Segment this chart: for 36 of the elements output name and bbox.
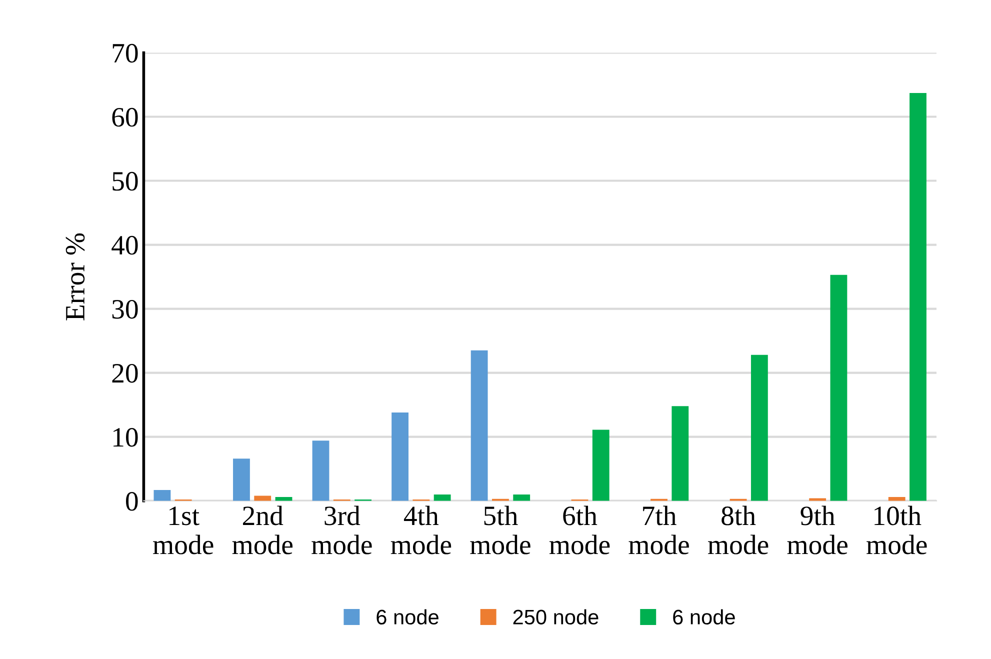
x-tick-label: 7th mode bbox=[628, 506, 689, 554]
bar bbox=[910, 93, 926, 501]
x-tick-label: 1st mode bbox=[153, 506, 214, 554]
bar bbox=[888, 497, 906, 501]
x-tick-label: 5th mode bbox=[470, 506, 530, 554]
y-tick-label: 70 bbox=[112, 44, 138, 63]
bar bbox=[592, 430, 610, 501]
bar bbox=[672, 406, 689, 501]
y-axis-title: Error % bbox=[66, 233, 85, 320]
bar bbox=[434, 494, 451, 501]
x-tick-label: 4th mode bbox=[390, 506, 452, 554]
bar bbox=[830, 274, 848, 501]
x-tick-label: 10th mode bbox=[866, 506, 927, 554]
bar bbox=[312, 440, 330, 501]
bar bbox=[513, 494, 530, 501]
y-tick-label: 60 bbox=[112, 108, 138, 127]
y-tick-label: 40 bbox=[112, 236, 138, 255]
x-tick-label: 6th mode bbox=[549, 506, 610, 554]
y-tick-label: 50 bbox=[112, 172, 138, 191]
x-tick-label: 8th mode bbox=[708, 506, 768, 554]
bar bbox=[392, 412, 408, 501]
bar bbox=[750, 354, 768, 501]
x-tick-label: 2nd mode bbox=[232, 506, 293, 554]
y-tick-label: 20 bbox=[112, 364, 138, 383]
legend-label: 6 node bbox=[673, 609, 735, 625]
y-tick-label: 0 bbox=[126, 492, 138, 511]
y-tick-label: 10 bbox=[114, 428, 138, 447]
legend-label: 6 node bbox=[376, 609, 438, 625]
x-tick-label: 3rd mode bbox=[312, 506, 372, 554]
bar bbox=[470, 350, 488, 501]
x-tick-label: 9th mode bbox=[787, 506, 848, 554]
y-tick-label: 30 bbox=[112, 300, 138, 319]
bar bbox=[254, 496, 272, 501]
bar bbox=[154, 490, 171, 501]
legend-label: 250 node bbox=[513, 609, 598, 625]
bar bbox=[233, 458, 250, 501]
